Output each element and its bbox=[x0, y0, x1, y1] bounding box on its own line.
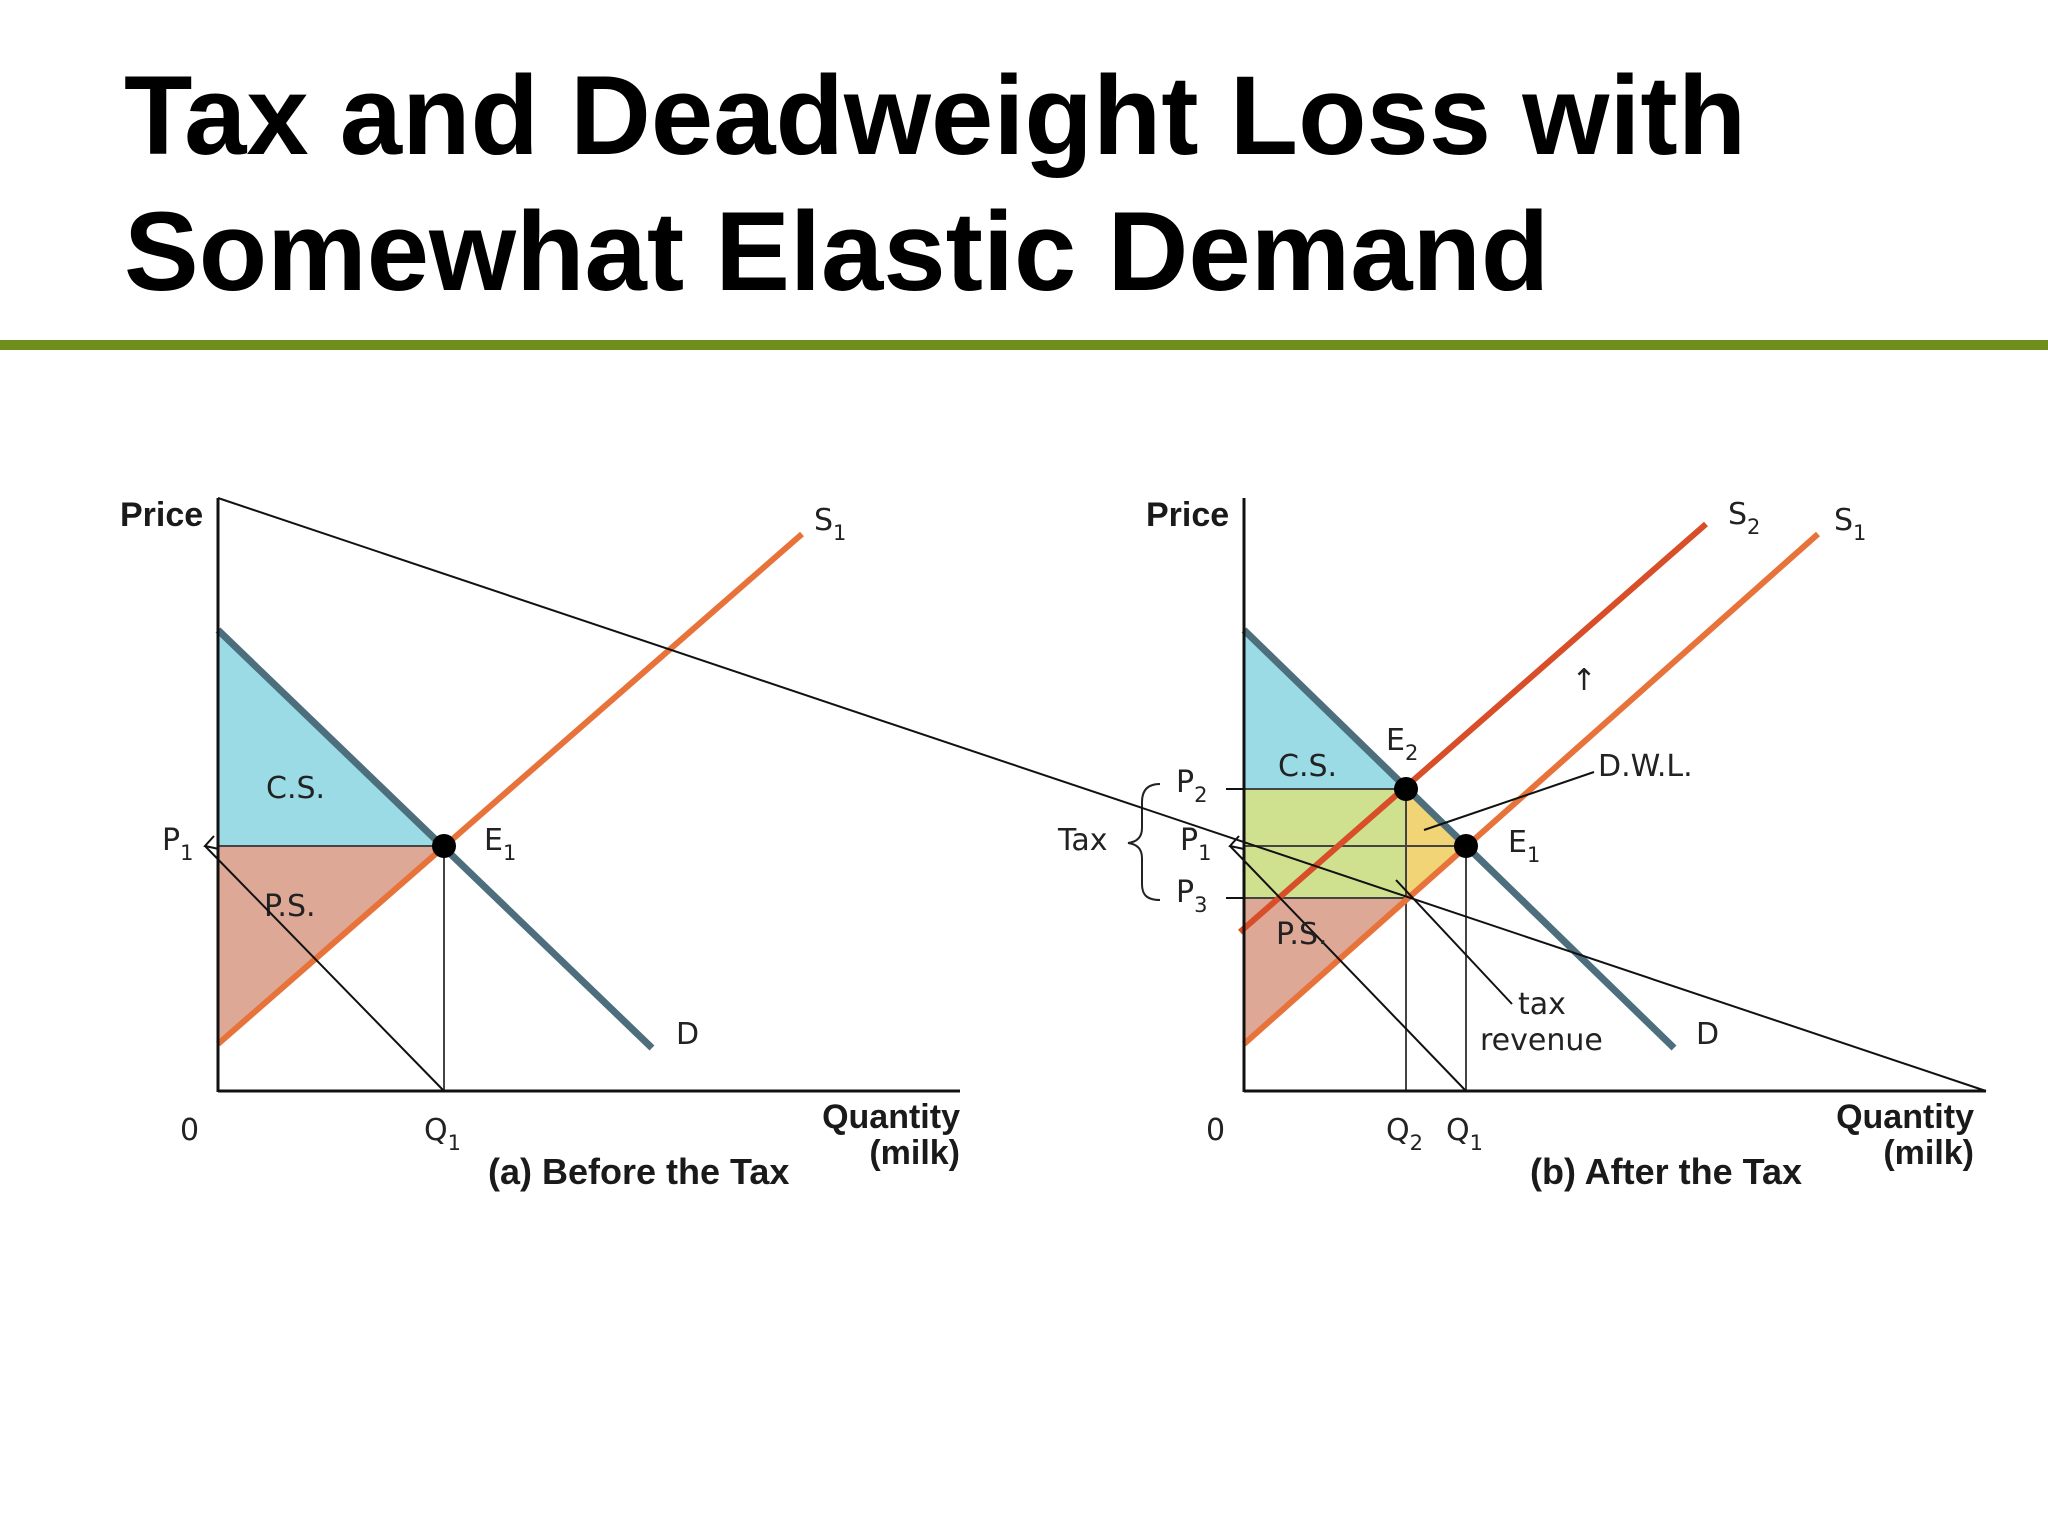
quantity-q1-label: Q1 bbox=[1446, 1113, 1483, 1155]
tax-revenue-pointer bbox=[1395, 879, 1513, 1005]
supply-s2-label: S2 bbox=[1728, 497, 1760, 539]
ps-label-pointer bbox=[204, 845, 445, 1092]
x-axis-label-line2: (milk) bbox=[869, 1134, 960, 1172]
slide-title: Tax and Deadweight Loss with Somewhat El… bbox=[124, 48, 1974, 320]
panel-caption: (a) Before the Tax bbox=[488, 1151, 789, 1192]
origin-label: 0 bbox=[180, 1113, 199, 1148]
price-p3-label: P3 bbox=[1176, 875, 1207, 917]
producer-surplus-label: P.S. bbox=[1276, 917, 1328, 952]
tax-revenue-label-line1: tax bbox=[1518, 987, 1566, 1022]
quantity-q1-label: Q1 bbox=[424, 1113, 461, 1155]
title-line-2: Somewhat Elastic Demand bbox=[124, 189, 1550, 314]
consumer-surplus-label: C.S. bbox=[266, 771, 325, 806]
x-axis-label-line2: (milk) bbox=[1883, 1134, 1974, 1172]
price-p1-label: P1 bbox=[1180, 823, 1211, 865]
equilibrium-point-e1 bbox=[432, 834, 456, 858]
x-axis-label-line1: Quantity bbox=[822, 1098, 960, 1136]
panel-a-before-tax: Price Quantity (milk) 0 (a) Before the T… bbox=[120, 496, 960, 1192]
supply-shift-arrow-icon: ↑ bbox=[1571, 663, 1596, 698]
tax-label: Tax bbox=[1057, 823, 1108, 858]
y-axis-label: Price bbox=[1146, 496, 1229, 534]
equilibrium-point-e2 bbox=[1394, 777, 1418, 801]
long-diagonal-line bbox=[217, 497, 1987, 1092]
price-p1-label: P1 bbox=[162, 823, 193, 865]
panel-b-after-tax: ↑ Price Quantity (milk) 0 (b) After the … bbox=[1057, 496, 1986, 1192]
panel-caption: (b) After the Tax bbox=[1530, 1151, 1802, 1192]
ps-label-arrowhead bbox=[203, 835, 220, 850]
tax-revenue-label-line2: revenue bbox=[1480, 1023, 1603, 1058]
ps-label-pointer bbox=[1229, 845, 1467, 1092]
deadweight-loss-label: D.W.L. bbox=[1598, 749, 1693, 784]
equilibrium-e1-label: E1 bbox=[484, 823, 516, 865]
origin-label: 0 bbox=[1206, 1113, 1225, 1148]
dwl-pointer bbox=[1423, 771, 1595, 831]
supply-s1-label: S1 bbox=[814, 503, 846, 545]
title-divider bbox=[0, 340, 2048, 350]
demand-label: D bbox=[676, 1017, 699, 1052]
producer-surplus-label: P.S. bbox=[264, 889, 316, 924]
deadweight-loss-area bbox=[1406, 789, 1466, 898]
x-axis-label-line1: Quantity bbox=[1836, 1098, 1974, 1136]
equilibrium-e2-label: E2 bbox=[1386, 723, 1418, 765]
price-p2-label: P2 bbox=[1176, 765, 1207, 807]
title-line-1: Tax and Deadweight Loss with bbox=[124, 53, 1747, 178]
supply-curve-s2 bbox=[1238, 521, 1708, 935]
equilibrium-e1-label: E1 bbox=[1508, 825, 1540, 867]
supply-s1-label: S1 bbox=[1834, 503, 1866, 545]
tax-brace bbox=[1127, 783, 1161, 901]
tax-revenue-area bbox=[1244, 789, 1406, 898]
consumer-surplus-label: C.S. bbox=[1278, 749, 1337, 784]
quantity-q2-label: Q2 bbox=[1386, 1113, 1423, 1155]
demand-label: D bbox=[1696, 1017, 1719, 1052]
equilibrium-point-e1 bbox=[1454, 834, 1478, 858]
y-axis-label: Price bbox=[120, 496, 203, 534]
